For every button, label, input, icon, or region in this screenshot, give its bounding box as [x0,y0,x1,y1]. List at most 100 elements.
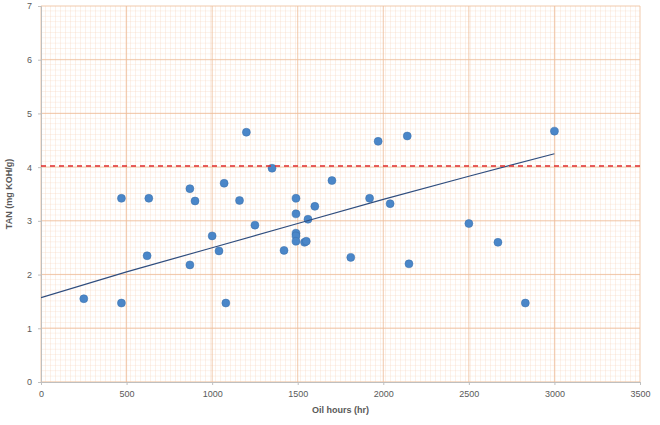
y-tick-mark [38,6,41,7]
point [292,237,300,245]
point [550,127,558,135]
x-tick-mark [383,382,384,385]
point [494,238,502,246]
point [208,232,216,240]
point [292,210,300,218]
point [374,137,382,145]
x-tick-label: 500 [120,389,135,399]
grid-line [126,6,127,382]
y-tick: 1 [27,324,41,334]
y-tick-label: 3 [27,216,32,226]
x-tick: 2500 [459,382,479,399]
y-tick: 0 [27,377,41,387]
x-tick-mark [554,382,555,385]
y-tick-label: 4 [27,163,32,173]
point [465,220,473,228]
grid-line [41,274,640,275]
point [242,128,250,136]
point [347,253,355,261]
x-axis-title: Oil hours (hr) [312,405,369,415]
x-tick-label: 1500 [288,389,308,399]
point [186,185,194,193]
point [292,194,300,202]
point [145,194,153,202]
x-tick: 0 [39,382,44,399]
point [222,299,230,307]
point [403,132,411,140]
x-tick-mark [127,382,128,385]
minor-grid [41,6,640,382]
y-axis: 0 1 2 3 4 5 6 7 [27,1,42,387]
point [215,247,223,255]
y-tick-mark [38,221,41,222]
point [328,177,336,185]
x-tick: 1500 [288,382,308,399]
x-tick-mark [469,382,470,385]
grid-line [640,6,641,382]
grid-line [212,6,213,382]
x-tick-mark [298,382,299,385]
point [251,221,259,229]
x-tick-mark [212,382,213,385]
y-axis-title: TAN (mg KOH/g) [4,159,14,229]
point [386,200,394,208]
x-tick: 3500 [630,382,650,399]
x-tick: 3000 [545,382,565,399]
point [117,194,125,202]
y-tick: 7 [27,1,41,11]
x-tick-label: 2500 [459,389,479,399]
trend-line [41,154,554,298]
chart: 0 500 1000 1500 2000 2500 3000 3500 0 1 2 3 4 5 6 7 Oil … [0,0,660,425]
point [143,252,151,260]
point [311,202,319,210]
x-tick: 500 [120,382,135,399]
point [236,196,244,204]
grid-line [41,328,640,329]
grid-line [383,6,384,382]
y-tick: 6 [27,55,41,65]
x-axis-line [42,383,641,386]
x-tick-mark [640,382,641,385]
grid-line [297,6,298,382]
point [80,295,88,303]
x-tick: 1000 [203,382,223,399]
x-tick-label: 0 [39,389,44,399]
y-tick-mark [38,167,41,168]
y-tick-label: 6 [27,55,32,65]
point [366,194,374,202]
y-tick-mark [38,275,41,276]
point [521,299,529,307]
x-tick-label: 3500 [630,389,650,399]
grid-line [41,167,640,168]
y-tick: 3 [27,216,41,226]
y-tick-label: 0 [27,377,32,387]
x-axis: 0 500 1000 1500 2000 2500 3000 3500 [39,382,651,399]
grid-line [554,6,555,382]
point [220,179,228,187]
y-tick: 2 [27,270,41,280]
plot: 0 500 1000 1500 2000 2500 3000 3500 0 1 2 3 4 5 6 7 [27,1,651,399]
y-tick-mark [38,328,41,329]
grid-line [41,6,640,7]
x-tick-label: 1000 [203,389,223,399]
x-tick-label: 3000 [545,389,565,399]
grid-line [468,6,469,382]
grid-line [41,59,640,60]
y-tick-label: 1 [27,324,32,334]
y-tick-label: 7 [27,1,32,11]
y-tick: 5 [27,109,41,119]
y-tick: 4 [27,163,41,173]
y-tick-label: 5 [27,109,32,119]
point [405,260,413,268]
x-tick: 2000 [374,382,394,399]
y-tick-mark [38,382,41,383]
point [191,197,199,205]
point [117,299,125,307]
y-tick-label: 2 [27,270,32,280]
y-tick-mark [38,60,41,61]
threshold-line [41,165,640,167]
marks [41,127,640,307]
point [186,261,194,269]
x-tick-label: 2000 [374,389,394,399]
point [302,237,310,245]
